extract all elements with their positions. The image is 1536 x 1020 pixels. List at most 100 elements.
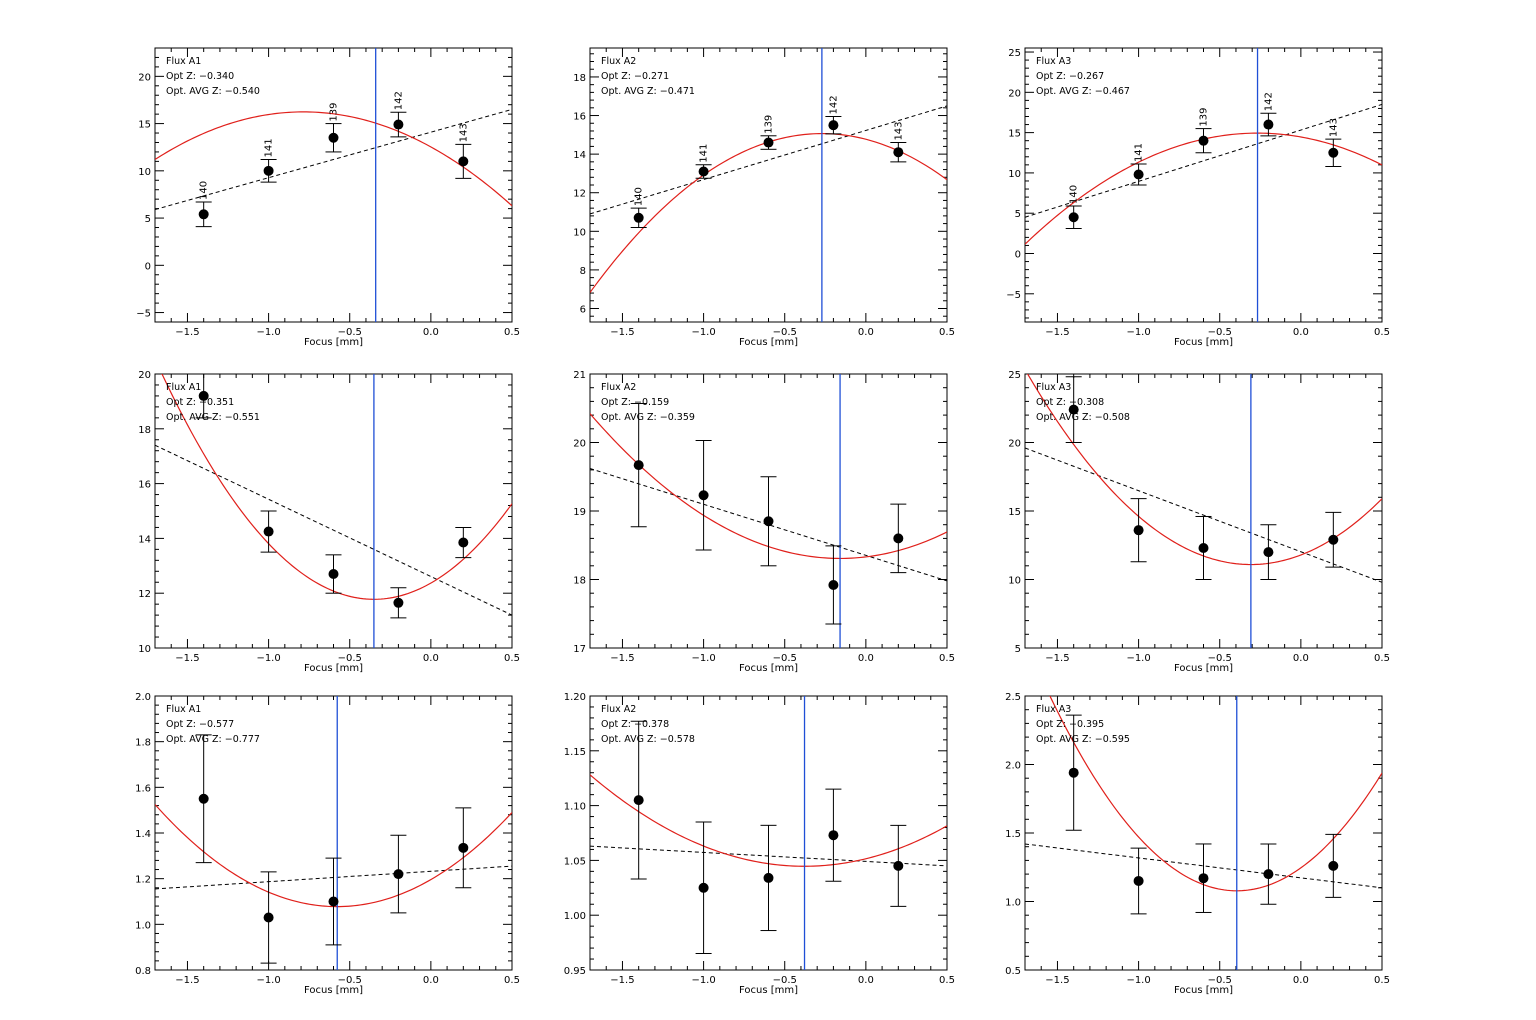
point-id-label: 141: [1134, 143, 1145, 162]
x-axis-label: Focus [mm]: [739, 985, 798, 996]
data-point: [1198, 135, 1209, 146]
x-tick-label: 0.5: [939, 653, 955, 664]
x-tick-label: −1.5: [175, 975, 199, 986]
data-point: [893, 860, 904, 871]
y-tick-label: 10: [1008, 576, 1021, 587]
plot-annotation: Flux A2: [601, 382, 636, 393]
point-id-label: 142: [828, 95, 839, 114]
linear-trend-line: [1025, 447, 1382, 583]
plot-annotation: Flux A2: [601, 704, 636, 715]
x-tick-label: 0.5: [1374, 975, 1390, 986]
plot-annotation: Flux A1: [166, 382, 201, 393]
x-tick-label: 0.0: [423, 327, 439, 338]
focus-plot-7: −1.5 −1.0 −0.5 0.0 0.5 0.8 1.0 1.2 1.4 1.6 1.8 2.0 F…: [135, 692, 520, 996]
data-point: [1068, 404, 1079, 415]
x-axis-label: Focus [mm]: [1174, 337, 1233, 348]
data-point: [198, 209, 209, 220]
y-tick-label: 1.05: [564, 856, 586, 867]
y-tick-label: 25: [1008, 48, 1021, 59]
y-tick-label: 10: [138, 167, 151, 178]
data-point: [458, 842, 469, 853]
x-tick-label: 0.0: [858, 327, 874, 338]
y-tick-label: 18: [138, 425, 151, 436]
y-tick-label: 18: [573, 73, 586, 84]
data-point: [328, 569, 339, 580]
x-tick-label: 0.0: [423, 975, 439, 986]
point-id-label: 139: [1199, 107, 1210, 126]
plot-annotation: Opt. AVG Z: −0.578: [601, 734, 695, 745]
y-tick-label: 1.8: [135, 738, 151, 749]
data-point: [198, 390, 209, 401]
x-axis-label: Focus [mm]: [304, 663, 363, 674]
y-tick-label: 1.2: [135, 875, 151, 886]
x-tick-label: −1.5: [610, 327, 634, 338]
linear-trend-line: [1025, 843, 1382, 889]
y-tick-label: 1.5: [1005, 829, 1021, 840]
plot-annotation: Opt Z: −0.271: [601, 71, 669, 82]
plot-annotation: Flux A2: [601, 56, 636, 67]
y-tick-label: 0.8: [135, 966, 151, 977]
data-point: [698, 882, 709, 893]
x-tick-label: 0.5: [504, 327, 520, 338]
point-id-label: 142: [393, 91, 404, 110]
x-tick-label: −1.5: [610, 653, 634, 664]
data-point: [1133, 525, 1144, 536]
data-point: [828, 579, 839, 590]
y-tick-label: 15: [1008, 129, 1021, 140]
y-tick-label: 0: [1015, 250, 1021, 261]
data-point: [1133, 875, 1144, 886]
plot-annotation: Opt Z: −0.395: [1036, 719, 1104, 730]
plot-annotation: Opt Z: −0.159: [601, 397, 669, 408]
data-point: [828, 120, 839, 131]
focus-plot-1: −1.5 −1.0 −0.5 0.0 0.5 −5 0 5 10 15 20 Focus [mm] 14…: [136, 47, 520, 348]
focus-plot-4: −1.5 −1.0 −0.5 0.0 0.5 10 12 14 16 18 20 Focus [mm]…: [138, 370, 520, 674]
plot-annotation: Flux A1: [166, 704, 201, 715]
x-tick-label: 0.0: [1293, 327, 1309, 338]
plot-annotation: Opt. AVG Z: −0.467: [1036, 86, 1130, 97]
x-tick-label: −1.5: [1045, 653, 1069, 664]
plot-annotation: Opt. AVG Z: −0.540: [166, 86, 260, 97]
focus-plot-5: −1.5 −1.0 −0.5 0.0 0.5 17 18 19 20 21 Focus [mm] Fl…: [573, 370, 955, 674]
data-point: [763, 516, 774, 527]
data-point: [328, 132, 339, 143]
y-tick-label: 20: [573, 439, 586, 450]
plot-annotation: Flux A3: [1036, 56, 1071, 67]
y-tick-label: −5: [136, 309, 151, 320]
data-point: [828, 830, 839, 841]
y-tick-label: 19: [573, 507, 586, 518]
focus-plot-8: −1.5 −1.0 −0.5 0.0 0.5 0.95 1.00 1.05 1.10 1.15 1.…: [564, 692, 955, 996]
data-point: [393, 119, 404, 130]
y-tick-label: 5: [145, 214, 151, 225]
y-tick-label: 10: [1008, 169, 1021, 180]
x-tick-label: −1.5: [1045, 327, 1069, 338]
y-tick-label: 1.15: [564, 747, 586, 758]
x-tick-label: −1.0: [256, 975, 280, 986]
x-tick-label: −0.5: [773, 327, 797, 338]
data-point: [1133, 169, 1144, 180]
plot-annotation: Opt. AVG Z: −0.595: [1036, 734, 1130, 745]
x-axis-label: Focus [mm]: [304, 985, 363, 996]
data-point: [698, 490, 709, 501]
point-id-label: 140: [199, 181, 210, 200]
y-tick-label: 0.5: [1005, 966, 1021, 977]
x-tick-label: −0.5: [1208, 327, 1232, 338]
x-tick-label: 0.0: [1293, 653, 1309, 664]
x-tick-label: −1.0: [691, 327, 715, 338]
data-point: [1263, 119, 1274, 130]
x-axis-label: Focus [mm]: [1174, 663, 1233, 674]
data-point: [458, 537, 469, 548]
y-tick-label: −5: [1006, 290, 1021, 301]
x-tick-label: 0.0: [423, 653, 439, 664]
data-point: [1068, 212, 1079, 223]
data-point: [263, 165, 274, 176]
y-tick-label: 20: [138, 72, 151, 83]
data-point: [763, 872, 774, 883]
y-tick-label: 5: [1015, 644, 1021, 655]
x-tick-label: 0.5: [939, 975, 955, 986]
x-tick-label: −1.5: [1045, 975, 1069, 986]
y-tick-label: 0: [145, 261, 151, 272]
x-tick-label: −1.0: [691, 653, 715, 664]
point-id-label: 139: [764, 115, 775, 134]
linear-trend-line: [590, 468, 947, 582]
